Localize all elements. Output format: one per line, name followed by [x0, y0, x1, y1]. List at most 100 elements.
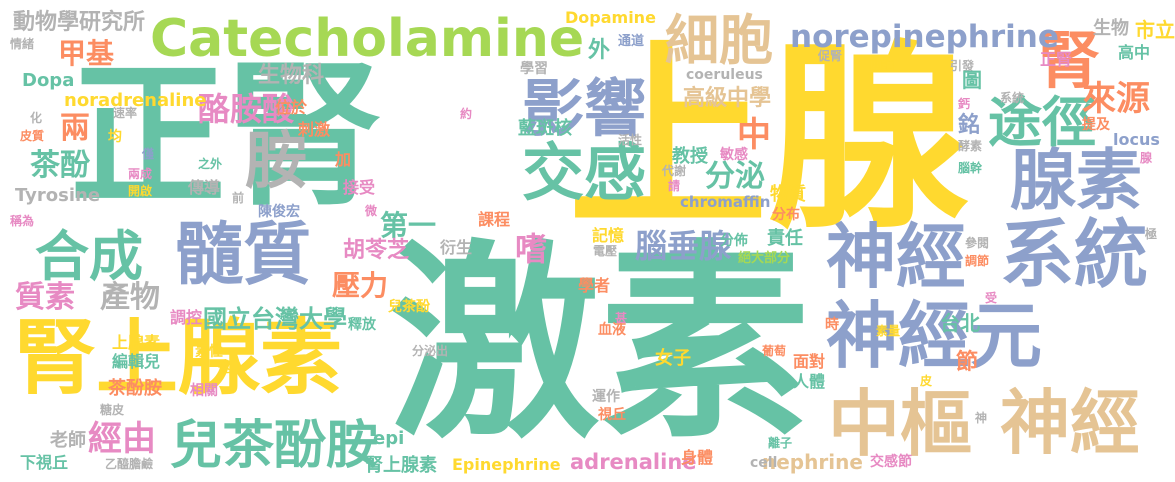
word-ming: 銘: [958, 113, 981, 138]
word-hu-lingzhi: 胡苓芝: [343, 238, 410, 263]
word-jin: 僅: [142, 147, 155, 161]
word-an: 胺: [245, 124, 308, 197]
word-laoansuan: 酪胺酸: [198, 90, 295, 128]
word-chromaffin: chromaffin: [680, 193, 771, 211]
word-dopa: Dopa: [22, 70, 75, 91]
word-erchafen: 兒茶酚: [388, 299, 430, 315]
word-noradrenaline: noradrenaline: [64, 90, 207, 111]
word-gai: 鈣: [958, 97, 971, 111]
word-fenbu-b: 分布: [772, 207, 800, 223]
word-bianjier: 編輯兒: [112, 352, 161, 371]
word-dopamine: Dopamine: [565, 8, 656, 27]
word-jiaoganjie: 交感節: [870, 454, 912, 470]
word-shen: 腎: [1038, 24, 1101, 97]
word-yingxiang: 影響: [522, 72, 647, 145]
word-shenjingyuan: 神經元: [826, 294, 1043, 378]
word-suxing: 素性: [195, 344, 223, 360]
word-tangpi: 糖皮: [100, 403, 125, 417]
word-qing: 請: [668, 179, 681, 193]
word-sulv: 速率: [113, 106, 138, 120]
word-hecheng: 合成: [35, 225, 143, 288]
word-ciji: 刺激: [298, 120, 331, 139]
word-zhisu: 質素: [15, 280, 75, 315]
word-shengwuke: 生物科: [258, 63, 325, 88]
word-dongwuxue: 動物學研究所: [13, 10, 146, 35]
word-fenmi: 分泌: [705, 159, 765, 194]
word-taibei: 台北: [940, 311, 980, 335]
word-yuedu: 閱讀: [870, 59, 895, 73]
word-daixie: 代謝: [662, 164, 687, 178]
word-laoshi: 老師: [50, 430, 86, 451]
word-shili: 市立: [1135, 18, 1175, 42]
word-shiqiu: 視丘: [598, 407, 626, 423]
word-zeren: 責任: [767, 228, 803, 249]
word-yinfa: 引發: [950, 59, 975, 73]
word-chen-junhong: 陳俊宏: [258, 204, 300, 220]
word-pizhi: 皮質: [20, 129, 45, 143]
word-ercha-fenan: 兒茶酚胺: [170, 416, 379, 476]
word-xueye: 血液: [598, 322, 626, 338]
word-zhiwai: 之外: [198, 157, 223, 171]
word-suliang: 素量: [876, 324, 901, 338]
word-suizhi: 髓質: [175, 216, 312, 295]
word-tongdao: 通道: [618, 34, 645, 49]
word-guoli-taida: 國立台灣大學: [203, 305, 347, 333]
word-zhong: 中: [737, 115, 771, 155]
word-mingan: 敏感: [720, 147, 748, 163]
word-qian: 前: [232, 191, 245, 205]
word-kaiqi: 開啟: [128, 184, 153, 198]
word-naochuixian: 腦垂腺: [635, 227, 732, 265]
word-sui: 遂: [218, 361, 231, 375]
word-tiaokong: 調控: [170, 308, 203, 327]
word-wuzhi: 物質: [770, 184, 806, 205]
word-jingyou: 經由: [88, 419, 156, 459]
word-hua: 化: [30, 111, 43, 125]
word-miandui: 面對: [793, 352, 826, 371]
word-tyrosine: Tyrosine: [15, 185, 101, 206]
word-xiashiqiu: 下視丘: [20, 453, 69, 472]
word-weiyu: 位於: [275, 98, 308, 117]
word-jieshou: 接受: [343, 178, 376, 197]
word-chuandao: 傳導: [188, 178, 221, 197]
word-shengwu: 生物: [1093, 18, 1129, 39]
word-xuezhe: 學者: [578, 276, 611, 295]
word-xiangguan: 相關: [190, 383, 218, 399]
word-zheng-shen: 正腎: [70, 45, 382, 227]
word-xian: 腺: [1140, 151, 1153, 165]
word-cell: cell: [750, 455, 778, 471]
word-jia: 加: [335, 150, 352, 169]
word-xiansu: 腺素: [1010, 142, 1142, 219]
word-catecholamine: Catecholamine: [150, 9, 585, 69]
word-jiyi: 記憶: [592, 226, 625, 245]
word-chanwu: 產物: [100, 280, 160, 315]
word-shen-shang-xian-su: 腎上腺素: [14, 311, 343, 406]
word-xibao: 細胞: [665, 9, 773, 72]
word-jisu: 激素: [390, 222, 811, 467]
word-qingxu: 情緒: [10, 37, 35, 51]
word-shi2: 時: [825, 317, 839, 333]
word-pi: 皮: [920, 374, 933, 388]
word-yansheng: 衍生: [440, 238, 473, 257]
word-diyi: 第一: [380, 209, 437, 242]
word-yixi-danjian: 乙醯膽鹼: [105, 457, 154, 471]
word-xitong: 系統: [1000, 212, 1148, 298]
word-cushen: 促腎: [818, 49, 843, 63]
word-shenjing-a: 神經: [1000, 382, 1140, 464]
word-zhengshen-small: 正腎: [1040, 50, 1073, 69]
word-dianya: 電壓: [593, 244, 618, 258]
word-shou: 受: [985, 291, 998, 305]
word-liangcheng: 兩成: [128, 167, 153, 181]
word-chafen: 茶酚: [30, 148, 90, 183]
word-locus: locus: [1113, 130, 1160, 149]
word-canyue: 參閱: [965, 236, 990, 250]
word-gaozhong: 高中: [1118, 43, 1151, 62]
word-shen3: 神: [975, 411, 988, 425]
word-nephrine: nephrine: [762, 450, 863, 474]
word-shen2: 甚: [615, 311, 628, 325]
word-epinephrine: Epinephrine: [452, 455, 561, 474]
word-tu: 圖: [962, 68, 982, 92]
word-gaoji-zhongxue: 高級中學: [683, 86, 772, 111]
word-shenjing-b: 神經: [826, 216, 966, 298]
word-huoxing: 活性: [618, 133, 643, 147]
